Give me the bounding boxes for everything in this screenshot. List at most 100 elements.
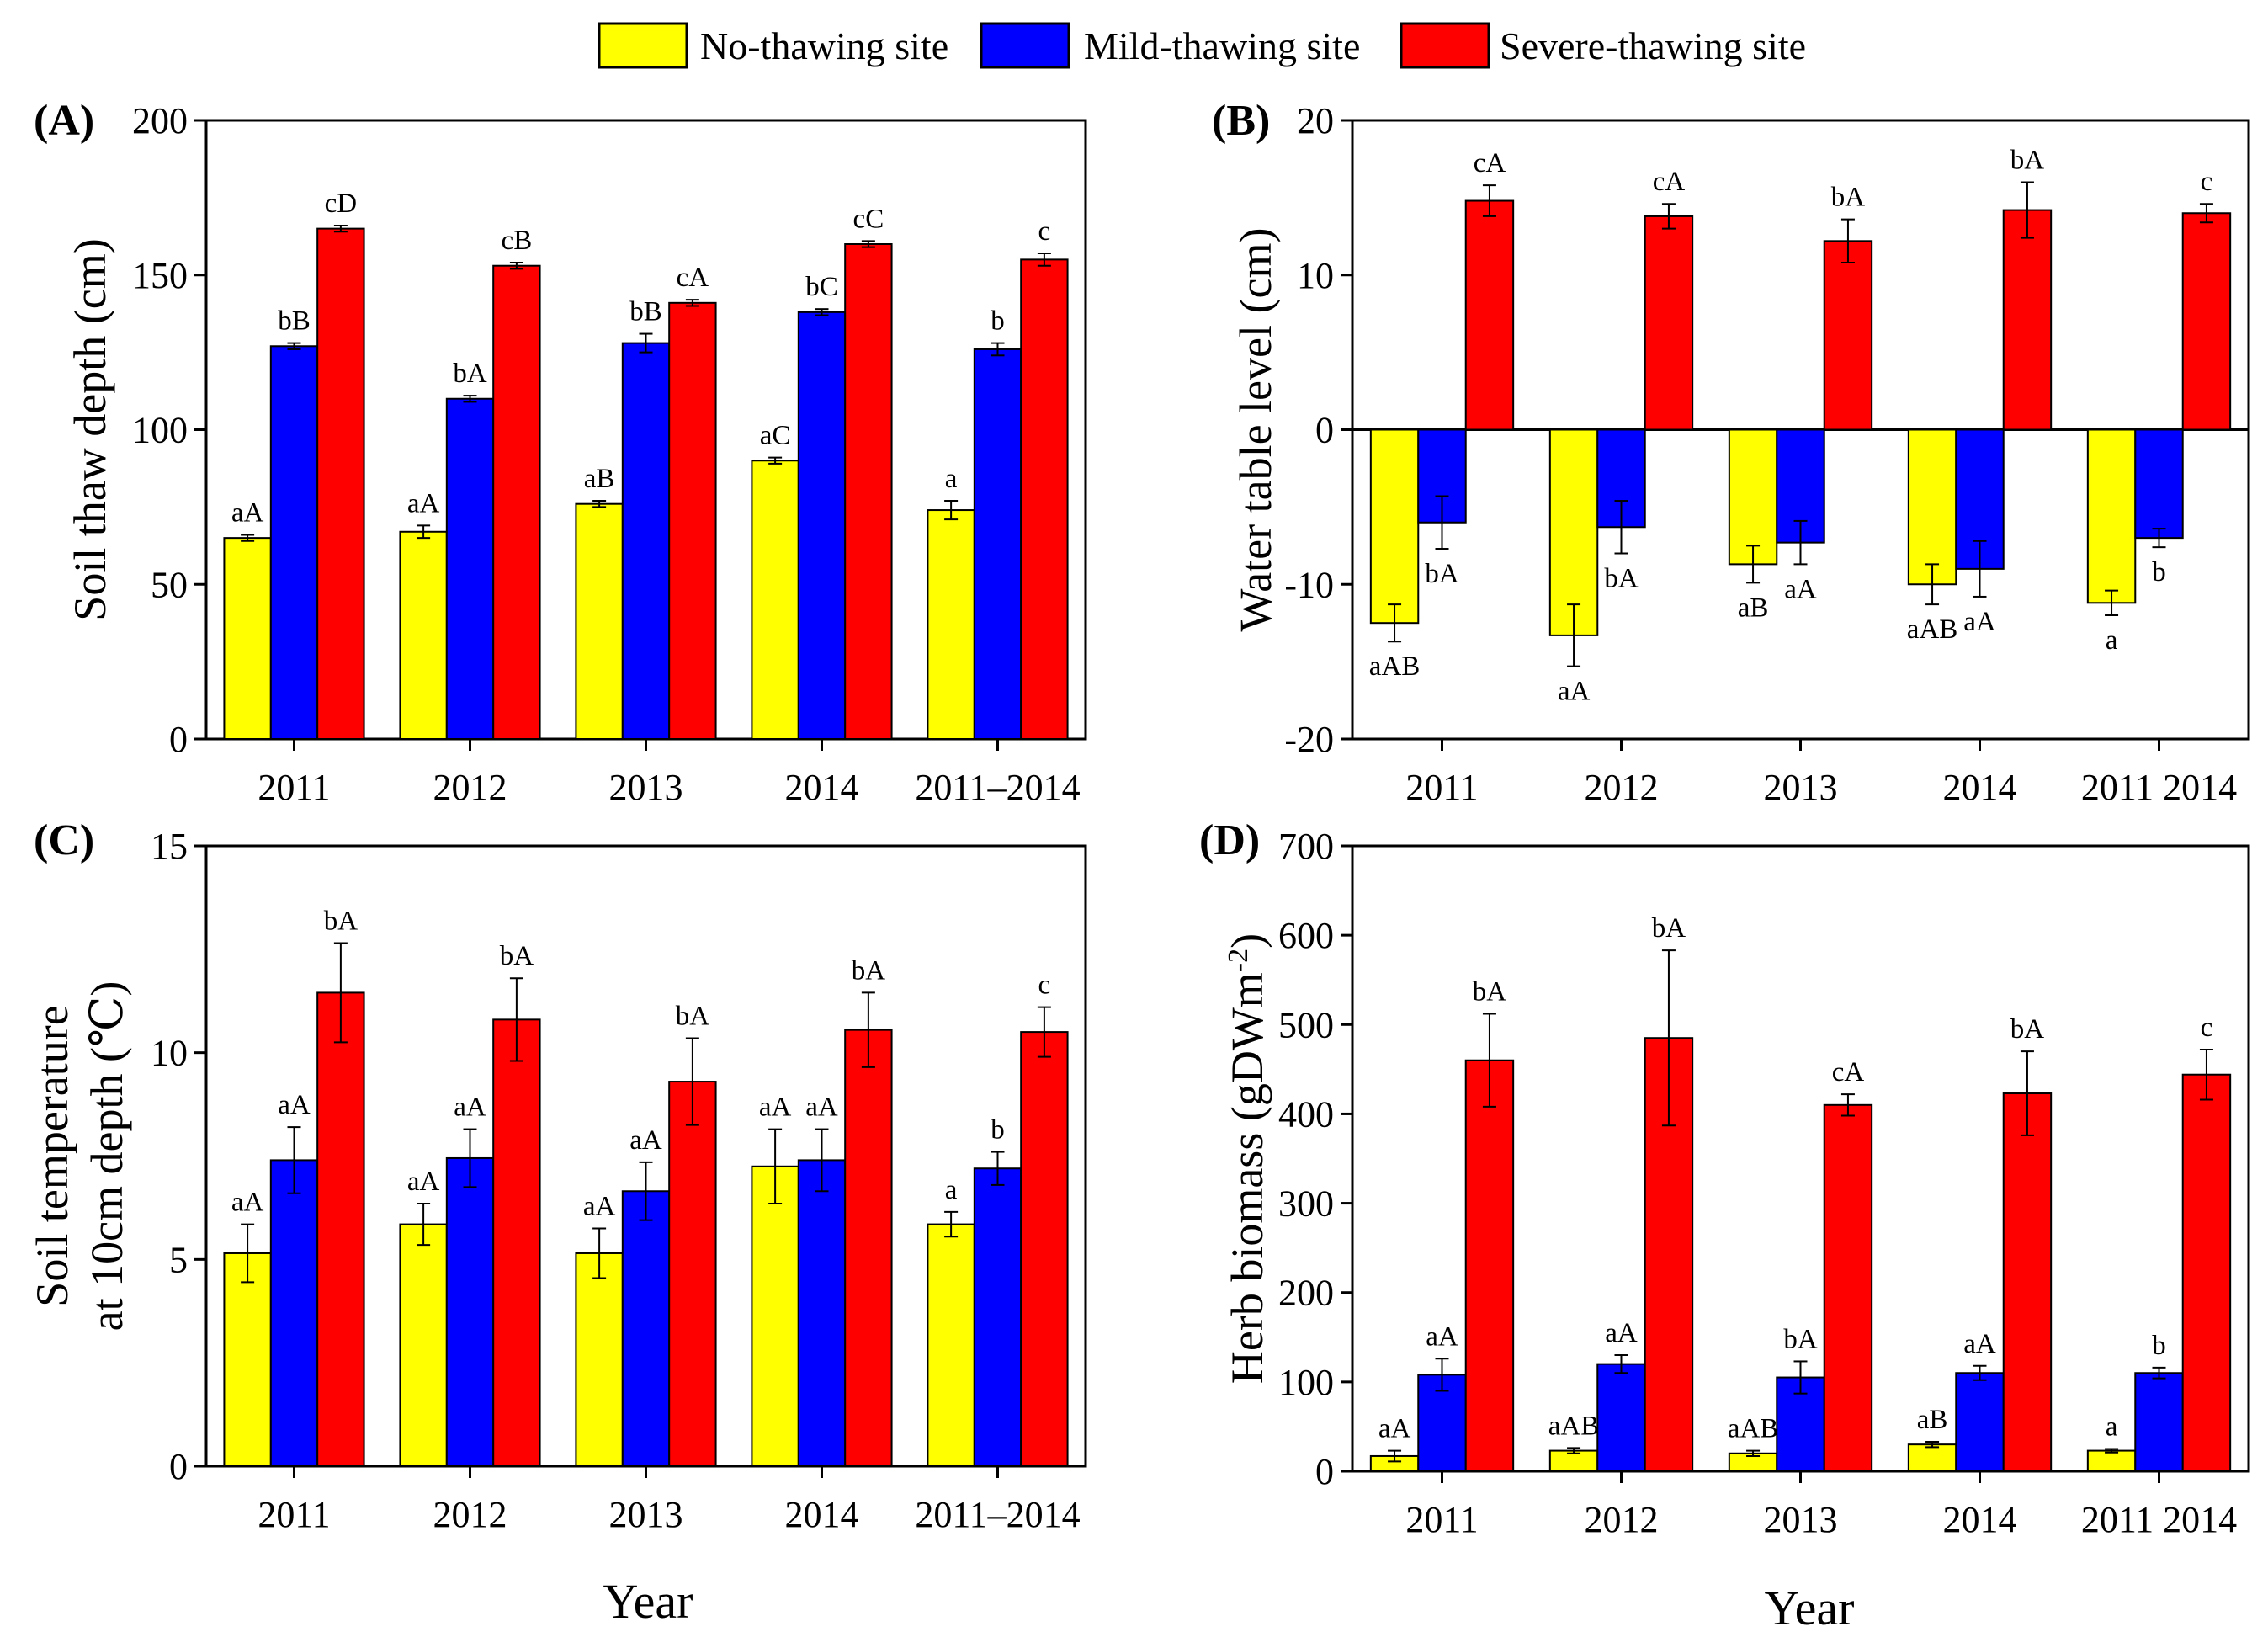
bar-no-thawing (1369, 428, 1420, 625)
bar-mild-thawing (2134, 428, 2184, 540)
bar-mild-thawing (973, 1167, 1022, 1467)
significance-label: cC (853, 204, 884, 234)
bar-severe-thawing (316, 227, 365, 740)
significance-label: a (945, 464, 958, 494)
significance-label: aB (1738, 593, 1769, 623)
legend-label-mild-thawing: Mild-thawing site (1084, 24, 1360, 67)
bar-no-thawing (223, 1252, 272, 1468)
bar-severe-thawing (2181, 212, 2232, 431)
significance-label: aA (1963, 1329, 1996, 1359)
x-tick-label: 2014 (785, 767, 859, 808)
y-tick-label: 700 (1278, 826, 1334, 867)
significance-label: bA (1783, 1324, 1818, 1354)
bar-severe-thawing (1823, 1103, 1873, 1473)
y-tick-label: 400 (1278, 1093, 1334, 1135)
significance-label: a (2106, 1411, 2118, 1442)
significance-label: bA (1473, 977, 1507, 1007)
bar-severe-thawing (2002, 1092, 2053, 1473)
significance-label: c (2201, 1013, 2213, 1043)
x-tick-label: 2011 2014 (2081, 767, 2237, 808)
bar-severe-thawing (1644, 215, 1694, 431)
y-tick-label: 50 (151, 564, 188, 605)
bar-severe-thawing (2002, 209, 2053, 431)
bar-mild-thawing (1596, 1363, 1646, 1472)
significance-label: bC (805, 272, 838, 302)
y-axis-title: Water table level (cm) (1230, 228, 1281, 632)
significance-label: bB (278, 306, 311, 337)
significance-label: b (991, 1115, 1005, 1146)
y-tick-label: 200 (132, 100, 188, 141)
bar-no-thawing (223, 537, 272, 740)
significance-label: aA (231, 1188, 264, 1218)
bar-no-thawing (399, 530, 448, 741)
significance-label: aA (1558, 677, 1591, 707)
panel-d-herb-biomass: 0 100 200 300 400 500 600 700 2011 aA aA bA 2012 aAB a… (1199, 816, 2250, 1540)
bar-mild-thawing (621, 1190, 671, 1467)
y-axis-title: Soil thaw depth (cm) (65, 238, 115, 620)
legend-label-no-thawing: No-thawing site (700, 24, 948, 67)
significance-label: aA (1378, 1414, 1411, 1444)
legend-label-severe-thawing: Severe-thawing site (1500, 24, 1806, 67)
x-tick-label: 2013 (609, 1494, 683, 1535)
bar-no-thawing (751, 1165, 799, 1467)
significance-label: aB (584, 464, 615, 494)
y-tick-label: 5 (169, 1239, 188, 1280)
bar-severe-thawing (1823, 240, 1873, 431)
x-tick-label: 2011 (1405, 1499, 1478, 1540)
bar-mild-thawing (269, 1159, 319, 1467)
bar-no-thawing (1907, 428, 1957, 586)
y-axis-title-superscript: -2 (1223, 949, 1254, 972)
y-tick-label: -10 (1284, 564, 1334, 605)
significance-label: b (2152, 557, 2166, 587)
bar-mild-thawing (1955, 1372, 2005, 1472)
y-tick-label: 200 (1278, 1273, 1334, 1314)
significance-label: bA (1604, 564, 1639, 594)
significance-label: cA (677, 263, 709, 293)
x-tick-label: 2012 (433, 767, 507, 808)
y-tick-label: 0 (169, 1446, 188, 1487)
bar-no-thawing (575, 502, 624, 740)
significance-label: bA (500, 941, 534, 971)
significance-label: bA (1652, 913, 1686, 944)
bar-mild-thawing (445, 1156, 495, 1467)
x-tick-label: 2011 (1405, 767, 1478, 808)
significance-label: aA (805, 1092, 838, 1123)
panel-b-water-table-level: -20 -10 0 10 20 2011 aAB bA cA 2012 aA bA cA 2013 aB aA… (1212, 97, 2250, 808)
bar-no-thawing (1548, 428, 1599, 636)
bar-severe-thawing (1464, 199, 1515, 431)
significance-label: aA (407, 1167, 440, 1197)
significance-label: aA (407, 488, 440, 518)
bar-no-thawing (2086, 1449, 2137, 1473)
significance-label: cA (1832, 1057, 1865, 1087)
x-tick-label: 2014 (785, 1494, 859, 1535)
panel-tag: (A) (34, 97, 94, 145)
panel-tag: (D) (1199, 816, 1260, 864)
bar-mild-thawing (2134, 1372, 2184, 1472)
significance-label: aC (760, 421, 791, 451)
y-tick-label: 500 (1278, 1004, 1334, 1045)
x-tick-label: 2011–2014 (915, 1494, 1080, 1535)
y-axis-title-line1: Soil temperature (27, 1005, 77, 1306)
bar-no-thawing (2086, 428, 2137, 604)
bar-severe-thawing (492, 264, 541, 741)
y-tick-label: 300 (1278, 1183, 1334, 1225)
panel-tag: (B) (1212, 97, 1270, 145)
x-axis-title-left: Year (603, 1574, 693, 1629)
significance-label: aA (454, 1092, 486, 1123)
bar-no-thawing (751, 460, 799, 740)
significance-label: bA (2010, 146, 2045, 176)
bar-severe-thawing (1020, 258, 1069, 740)
legend-swatch-no-thawing (598, 22, 688, 69)
significance-label: aA (278, 1090, 311, 1120)
bar-no-thawing (1907, 1443, 1957, 1472)
significance-label: bA (1425, 559, 1459, 589)
x-tick-label: 2011 (258, 1494, 330, 1535)
bar-severe-thawing (1020, 1031, 1069, 1467)
bar-severe-thawing (2181, 1073, 2232, 1472)
bar-no-thawing (927, 1223, 975, 1467)
x-tick-label: 2011–2014 (915, 767, 1080, 808)
bar-no-thawing (575, 1252, 624, 1468)
significance-label: aA (629, 1125, 662, 1156)
bar-mild-thawing (973, 348, 1022, 740)
significance-label: aA (759, 1092, 792, 1123)
